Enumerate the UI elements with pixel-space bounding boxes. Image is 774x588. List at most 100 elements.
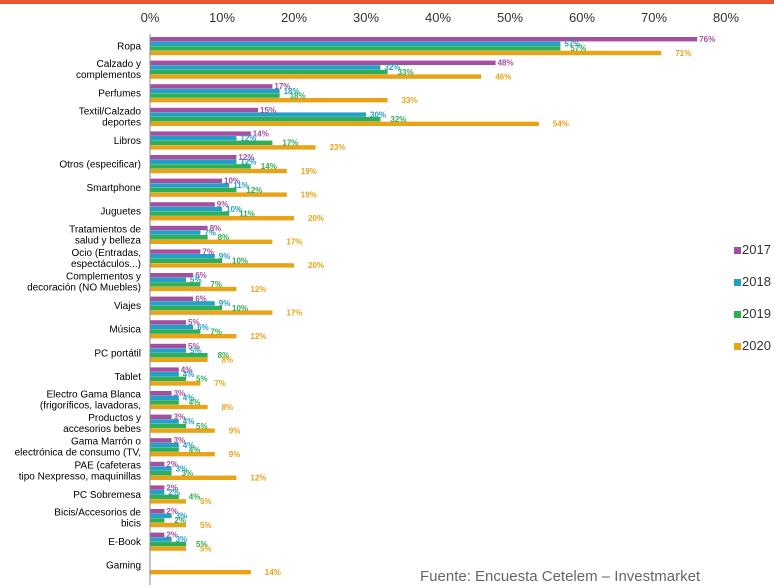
category-label: Música [109,325,141,336]
bar-2018 [150,372,179,377]
data-label-2018: 57% [564,40,580,49]
data-label-2020: 19% [301,190,317,199]
bar-2020 [150,404,208,410]
legend: 2017 2018 2019 2020 [734,242,771,353]
legend-label-2020: 2020 [742,338,771,353]
bar-2017 [150,37,698,42]
data-label-2017: 2% [166,483,178,492]
bar-2017 [150,461,165,467]
legend-label-2017: 2017 [742,242,771,257]
category-label: bicis [121,519,141,530]
bar-2020 [150,192,287,197]
category-label: electrónica de consumo (TV, [15,448,141,459]
bar-2020 [150,381,201,386]
category-label: espectáculos...) [71,259,141,270]
bar-2017 [150,107,258,113]
data-label-2018: 32% [384,63,400,72]
bar-2018 [150,136,237,141]
data-label-2019: 32% [390,115,406,124]
data-label-2020: 20% [308,214,324,223]
data-label-2017: 2% [166,531,178,540]
legend-swatch-2018 [734,279,741,286]
data-label-2020: 12% [250,285,266,294]
bar-2017 [150,532,165,537]
category-label: salud y belleza [75,235,142,246]
bar-2019 [150,353,208,358]
data-label-2018: 5% [190,276,202,285]
category-label: Electro Gama Blanca [47,390,142,401]
bar-2018 [150,419,179,424]
bar-2018 [150,490,165,495]
data-labels: 76%57%57%71%48%32%33%46%17%18%18%33%15%3… [166,35,715,577]
data-label-2019: 14% [261,162,277,171]
data-label-2019: 10% [232,257,248,266]
data-label-2017: 8% [210,224,222,233]
bar-2020 [150,357,208,362]
category-label: Tratamientos de [69,224,141,235]
legend-swatch-2017 [734,247,741,254]
bar-2019 [150,447,179,452]
bar-2017 [150,131,251,136]
data-label-2020: 17% [286,308,302,317]
bar-2020 [150,121,539,126]
data-label-2017: 14% [253,129,269,138]
bar-2018 [150,301,215,306]
data-label-2019: 10% [232,304,248,313]
bar-2020 [150,546,186,551]
bar-2019 [150,140,273,145]
data-label-2019: 33% [398,68,414,77]
bar-2017 [150,509,165,514]
bar-2019 [150,235,208,240]
data-label-2020: 9% [229,426,241,435]
category-label: Otros (especificar) [59,160,141,171]
legend-label-2018: 2018 [742,274,771,289]
data-label-2019: 5% [196,540,208,549]
data-label-2018: 4% [183,441,195,450]
data-label-2018: 12% [240,158,256,167]
bar-2019 [150,187,237,193]
bar-2019 [150,282,201,287]
category-label: Complementos y [66,272,141,283]
category-label: PC Sobremesa [73,490,141,501]
bar-2018 [150,112,366,117]
data-label-2017: 3% [174,413,186,422]
bar-2020 [150,428,215,433]
data-label-2017: 4% [181,365,193,374]
bar-2020 [150,216,294,221]
bar-2020 [150,310,273,315]
bar-2017 [150,202,215,207]
data-label-2020: 5% [200,497,212,506]
data-label-2018: 5% [190,346,202,355]
bar-2020 [150,452,215,457]
data-label-2018: 11% [233,181,249,190]
data-label-2020: 46% [495,72,511,81]
data-label-2020: 17% [286,238,302,247]
data-label-2020: 8% [222,356,234,365]
bar-2017 [150,84,273,89]
category-label: accesorios bebes [63,424,141,435]
data-label-2019: 5% [196,422,208,431]
category-label: Ocio (Entradas, [72,248,141,259]
bar-2019 [150,518,165,523]
x-tick-label: 0% [141,10,160,25]
data-label-2020: 33% [402,96,418,105]
category-label: decoración (NO Muebles) [27,283,141,294]
bars [150,37,698,575]
bar-2018 [150,348,186,353]
data-label-2018: 4% [183,417,195,426]
bar-2017 [150,296,194,301]
x-tick-label: 80% [713,10,739,25]
bar-2020 [150,522,186,528]
data-label-2019: 4% [189,445,201,454]
bar-2020 [150,263,294,268]
bar-2019 [150,376,186,381]
bar-2018 [150,183,230,188]
data-label-2019: 7% [210,280,222,289]
bar-2020 [150,334,237,339]
data-label-2018: 9% [219,252,231,261]
bar-2020 [150,168,287,174]
legend-swatch-2019 [734,311,741,318]
bar-2018 [150,537,172,542]
data-label-2017: 6% [195,295,207,304]
bar-2019 [150,46,561,51]
